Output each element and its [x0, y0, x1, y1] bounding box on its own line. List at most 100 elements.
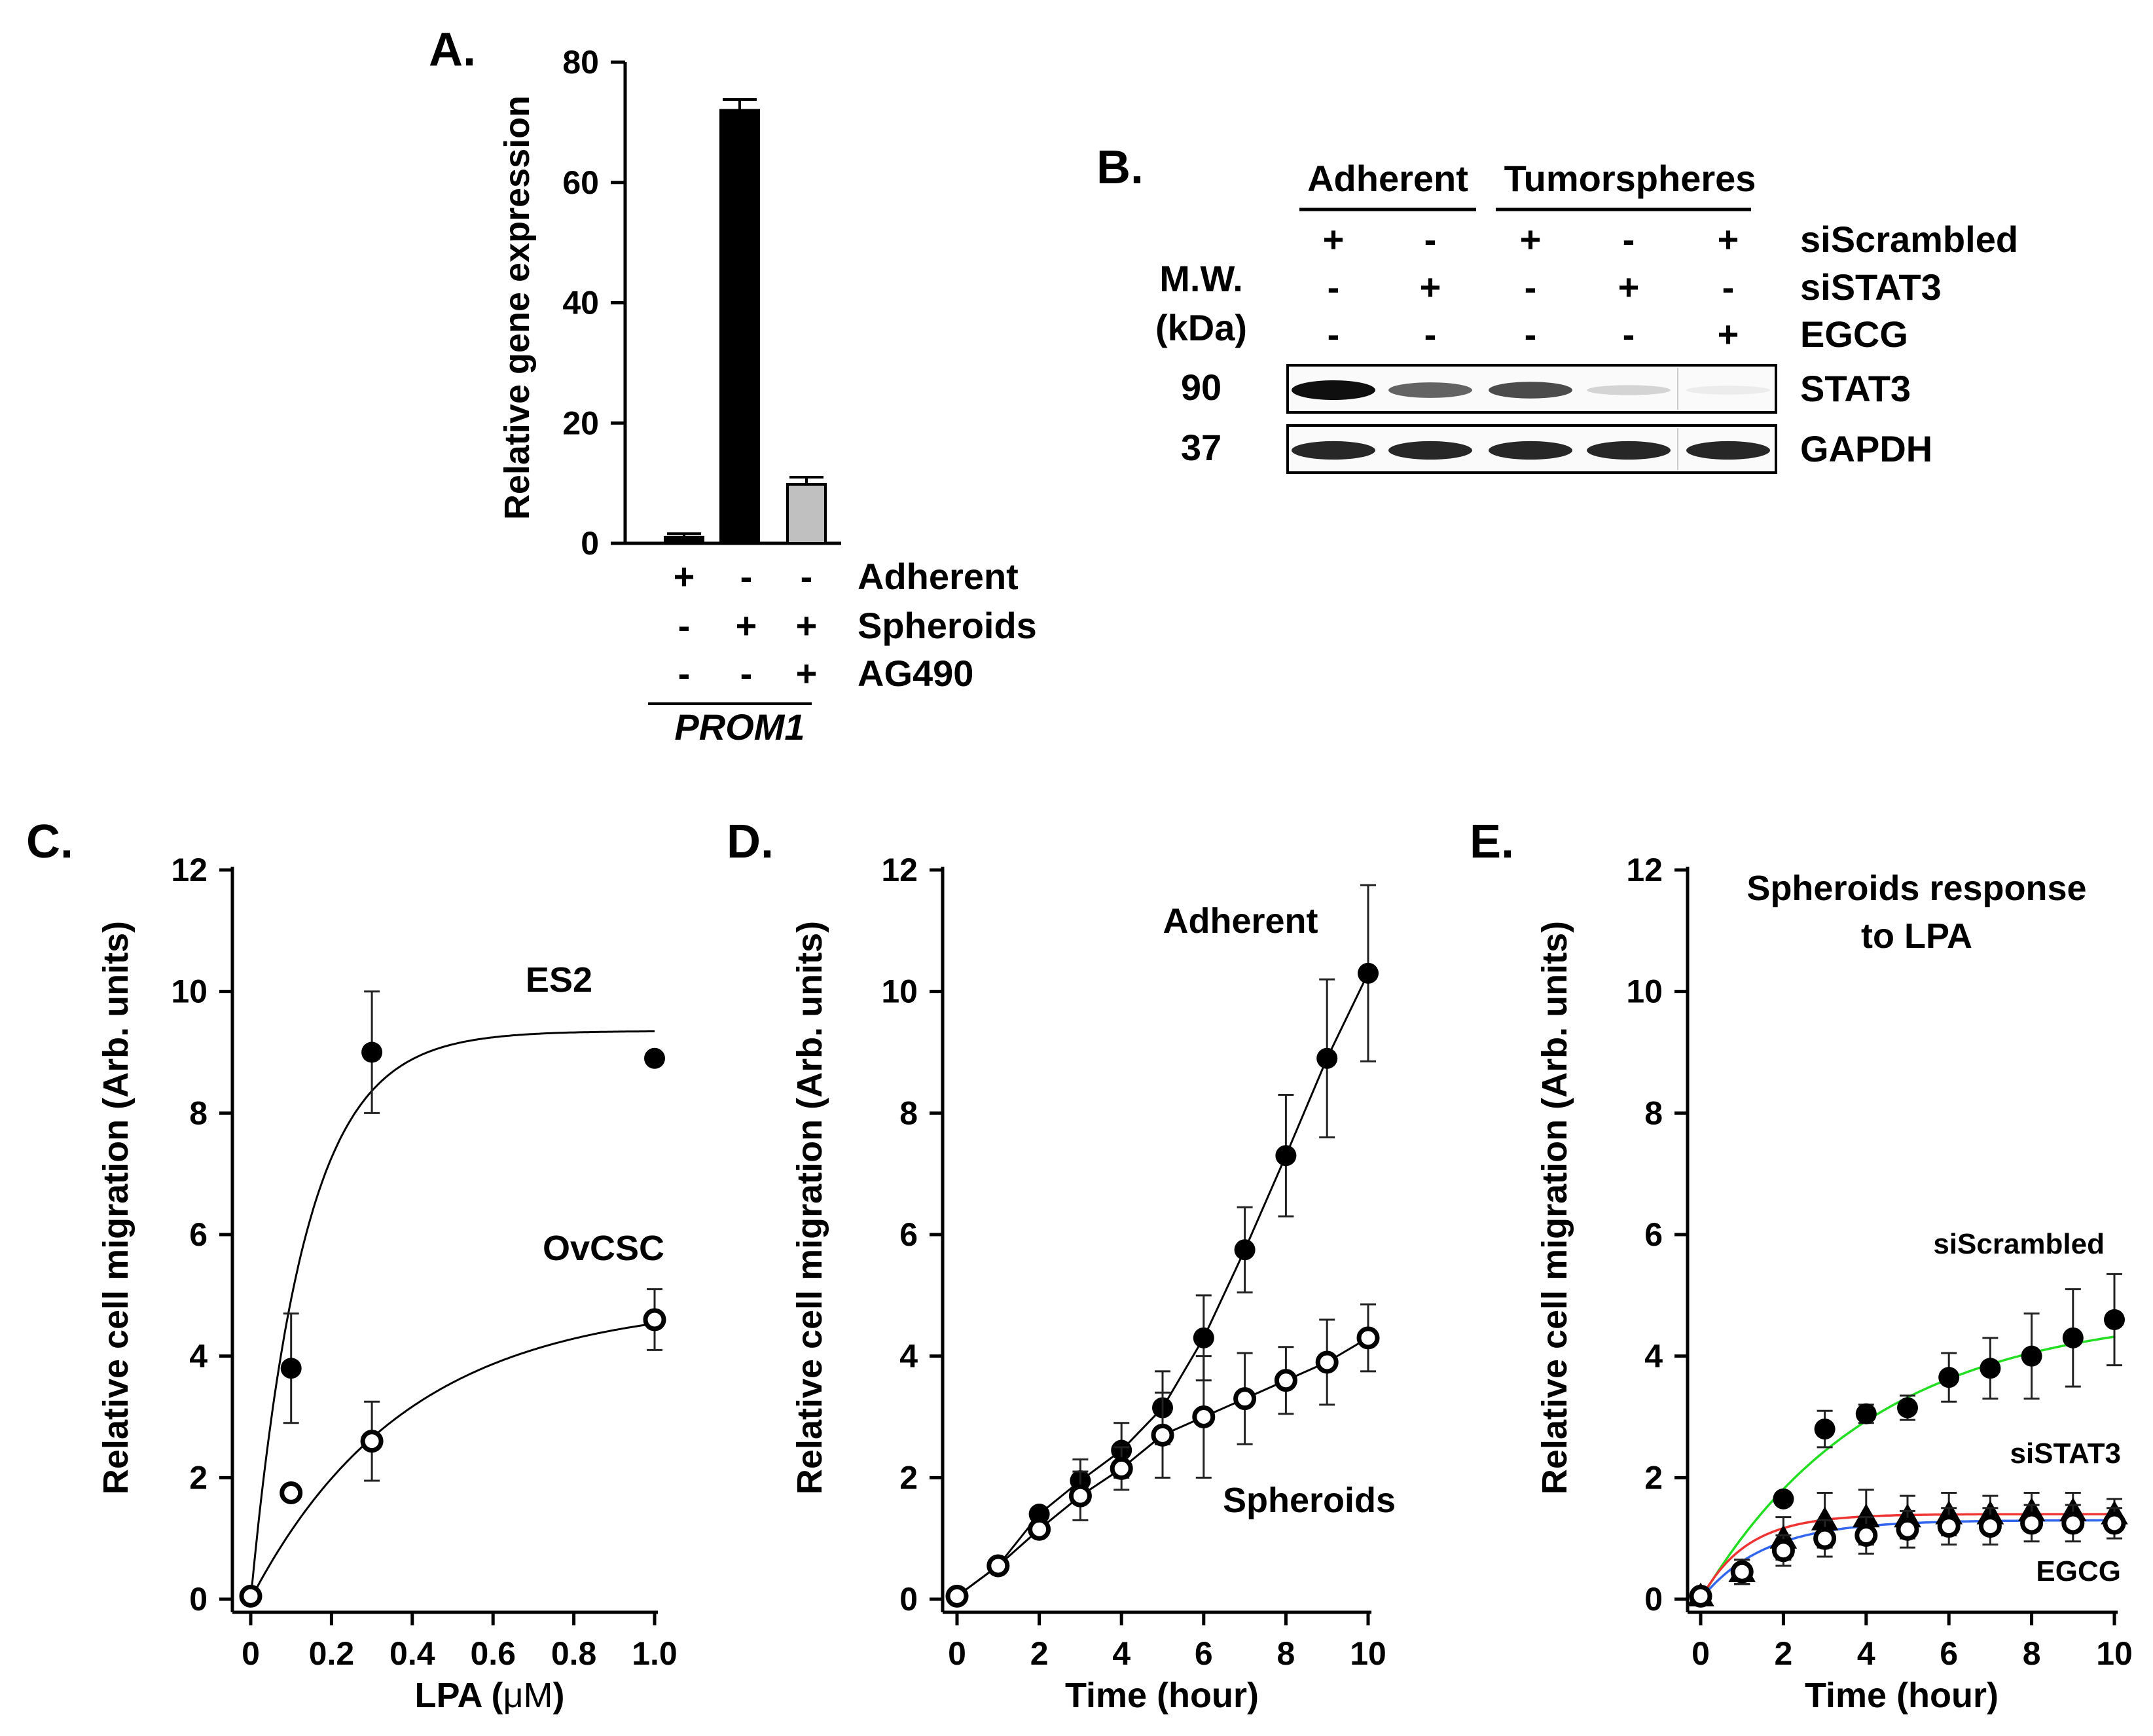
panel-c-ovcsc-label: OvCSC: [543, 1229, 664, 1268]
panel-b-condition-label: siScrambled: [1800, 219, 2018, 260]
panel-c-point-open: [280, 1481, 303, 1505]
panel-c-xtick-label: 1.0: [632, 1635, 678, 1672]
panel-a-condition-sign: -: [740, 653, 753, 694]
panel-c-point-filled: [280, 1358, 302, 1379]
panel-c: C. Relative cell migration (Arb. units) …: [26, 816, 678, 1715]
panel-b-condition-label: EGCG: [1800, 314, 1908, 355]
panel-b-condition-sign: -: [1328, 314, 1340, 355]
panel-e-xtick-label: 4: [1857, 1635, 1875, 1672]
panel-a-ytick-label: 40: [562, 285, 599, 321]
panel-e-point-filled: [1938, 1367, 1960, 1388]
panel-a-condition-label: Spheroids: [858, 605, 1037, 646]
panel-b-condition-sign: -: [1722, 266, 1735, 308]
panel-d-ytick-label: 12: [881, 852, 918, 888]
panel-b-blot-label: GAPDH: [1800, 428, 1932, 469]
panel-c-ytick-label: 8: [189, 1094, 208, 1131]
panel-e-ytick-label: 8: [1644, 1094, 1663, 1131]
panel-e-xlabel: Time (hour): [1805, 1676, 1999, 1715]
panel-d-point-open: [1192, 1405, 1216, 1428]
panel-b-condition-sign: -: [1525, 314, 1537, 355]
panel-c-letter: C.: [26, 816, 73, 868]
panel-e-ylabel: Relative cell migration (Arb. units): [1535, 921, 1574, 1494]
panel-b-band: [1388, 382, 1472, 398]
panel-e-xtick-label: 10: [2096, 1635, 2133, 1672]
panel-e-siscrambled-label: siScrambled: [1933, 1228, 2105, 1260]
panel-c-fit-line: [249, 1322, 655, 1600]
panel-e-ytick-label: 10: [1626, 973, 1663, 1010]
panel-c-xtick-label: 0: [242, 1635, 260, 1672]
panel-d-point-open: [945, 1584, 969, 1608]
panel-a-condition-sign: -: [678, 653, 691, 694]
panel-e-point-filled: [2021, 1345, 2042, 1367]
panel-e-point-open: [1978, 1515, 2002, 1538]
panel-b-condition-sign: +: [1520, 219, 1542, 260]
panel-a-bar: [664, 535, 704, 545]
panel-c-xlabel-post: ): [553, 1676, 565, 1715]
panel-c-point-filled: [361, 1041, 383, 1063]
panel-c-fit-line: [249, 1030, 655, 1600]
panel-d-point-open: [1151, 1423, 1174, 1447]
panel-a-condition-sign: +: [796, 605, 818, 646]
panel-c-es2-label: ES2: [526, 960, 592, 1000]
panel-b-band: [1388, 441, 1472, 460]
panel-b-band: [1489, 441, 1572, 460]
panel-d-point-filled: [1358, 962, 1379, 984]
panel-e-xtick-label: 0: [1692, 1635, 1710, 1672]
panel-b-condition-sign: -: [1424, 314, 1437, 355]
panel-e-point-filled: [1814, 1419, 1836, 1440]
panel-b-band: [1686, 386, 1770, 395]
panel-a-ytick-label: 60: [562, 164, 599, 201]
panel-b-band: [1489, 382, 1572, 399]
panel-a-condition-sign: +: [674, 556, 695, 597]
panel-e-ytick-label: 6: [1644, 1216, 1663, 1253]
panel-a-condition-sign: +: [796, 653, 818, 694]
panel-b-condition-label: siSTAT3: [1800, 266, 1942, 308]
panel-d-ytick-label: 2: [899, 1459, 918, 1496]
panel-e-point-filled: [1980, 1358, 2001, 1379]
panel-b-condition-sign: +: [1718, 314, 1739, 355]
panel-d-point-open: [1110, 1456, 1133, 1480]
panel-e-xtick-label: 2: [1774, 1635, 1792, 1672]
panel-e-point-filled: [1897, 1397, 1918, 1419]
panel-e-point-open: [1689, 1584, 1712, 1608]
panel-e-point-open: [1813, 1527, 1837, 1550]
panel-a: A. Relative gene expression 0 20 40 60 80 + -…: [429, 24, 1037, 748]
panel-d: D. Relative cell migration (Arb. units) …: [727, 816, 1396, 1715]
panel-a-condition-label: Adherent: [858, 556, 1019, 597]
panel-e-point-open: [2061, 1511, 2085, 1535]
panel-d-xtick-label: 10: [1350, 1635, 1386, 1672]
panel-b-letter: B.: [1096, 141, 1144, 194]
panel-e-point-open: [2020, 1511, 2044, 1535]
panel-e-sistat3-label: siSTAT3: [2010, 1438, 2121, 1470]
panel-c-ylabel: Relative cell migration (Arb. units): [96, 921, 136, 1494]
panel-d-point-open: [1068, 1484, 1092, 1508]
panel-d-xtick-label: 0: [948, 1635, 966, 1672]
panel-d-point-open: [1233, 1387, 1257, 1411]
panel-e: E. Relative cell migration (Arb. units) …: [1470, 816, 2133, 1715]
panel-b-condition-sign: -: [1424, 219, 1437, 260]
panel-b-mw-value: 37: [1181, 427, 1221, 468]
panel-d-point-open: [1028, 1517, 1051, 1541]
panel-b-group-tumorspheres: Tumorspheres: [1504, 158, 1756, 199]
panel-b-mw-label: M.W.: [1159, 258, 1243, 299]
panel-d-point-open: [1356, 1326, 1380, 1350]
panel-b-condition-sign: +: [1420, 266, 1441, 308]
panel-d-point-filled: [1275, 1145, 1297, 1166]
panel-b-condition-sign: -: [1623, 314, 1635, 355]
panel-b-band: [1587, 441, 1671, 460]
panel-c-xtick-label: 0.2: [309, 1635, 355, 1672]
panel-a-ytick-label: 80: [562, 44, 599, 81]
panel-e-title-line2: to LPA: [1861, 916, 1972, 956]
panel-b: B. Adherent Tumorspheres M.W. (kDa) + - + -…: [1096, 141, 2018, 474]
panel-c-ytick-label: 4: [189, 1338, 208, 1375]
panel-b-band: [1587, 385, 1671, 395]
panel-d-xtick-label: 4: [1112, 1635, 1131, 1672]
panel-b-kda-label: (kDa): [1155, 307, 1247, 348]
panel-b-band: [1292, 380, 1375, 400]
panel-e-point-filled: [1855, 1403, 1877, 1424]
panel-e-point-open: [1896, 1517, 1919, 1541]
panel-d-spheroids-label: Spheroids: [1223, 1481, 1396, 1520]
panel-e-egcg-label: EGCG: [2036, 1555, 2121, 1587]
panel-c-point-open: [360, 1430, 384, 1453]
